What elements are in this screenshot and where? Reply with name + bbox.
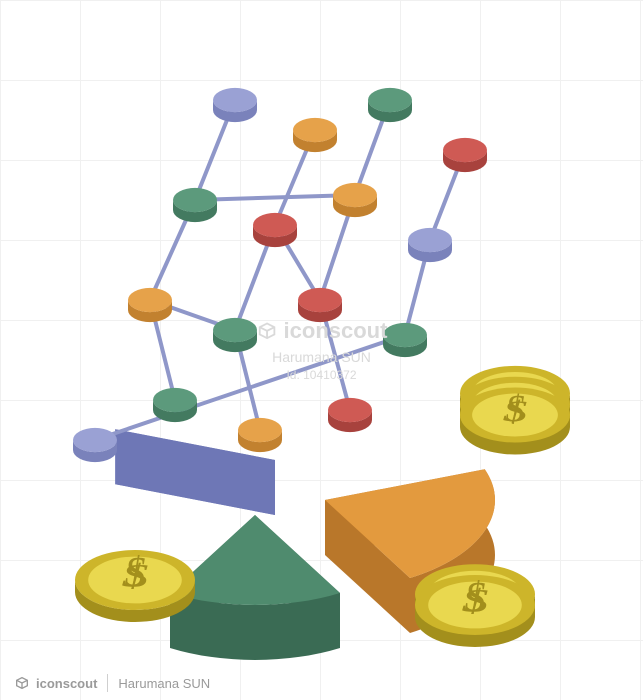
footer-divider [107,674,108,692]
coin-symbol: $ [125,550,146,596]
network-node [213,88,257,112]
network-node [238,418,282,442]
network-edge [195,195,355,200]
network-node [293,118,337,142]
pie-slice-top [170,515,340,605]
network-node [253,213,297,237]
iconscout-logo-icon [14,675,30,691]
network [73,88,487,462]
network-node [328,398,372,422]
footer-brand: iconscout [36,676,97,691]
coin-symbol: $ [465,575,486,621]
network-node [443,138,487,162]
footer-bar: iconscout Harumana SUN [0,666,643,700]
network-node [73,428,117,452]
network-node [153,388,197,412]
footer-author: Harumana SUN [118,676,210,691]
network-node [368,88,412,112]
network-node [298,288,342,312]
network-node [383,323,427,347]
illustration-canvas: $$$$$$ [0,0,643,700]
network-node [128,288,172,312]
network-node [333,183,377,207]
network-node [173,188,217,212]
coin-symbol: $ [505,388,524,430]
network-node [213,318,257,342]
network-node [408,228,452,252]
